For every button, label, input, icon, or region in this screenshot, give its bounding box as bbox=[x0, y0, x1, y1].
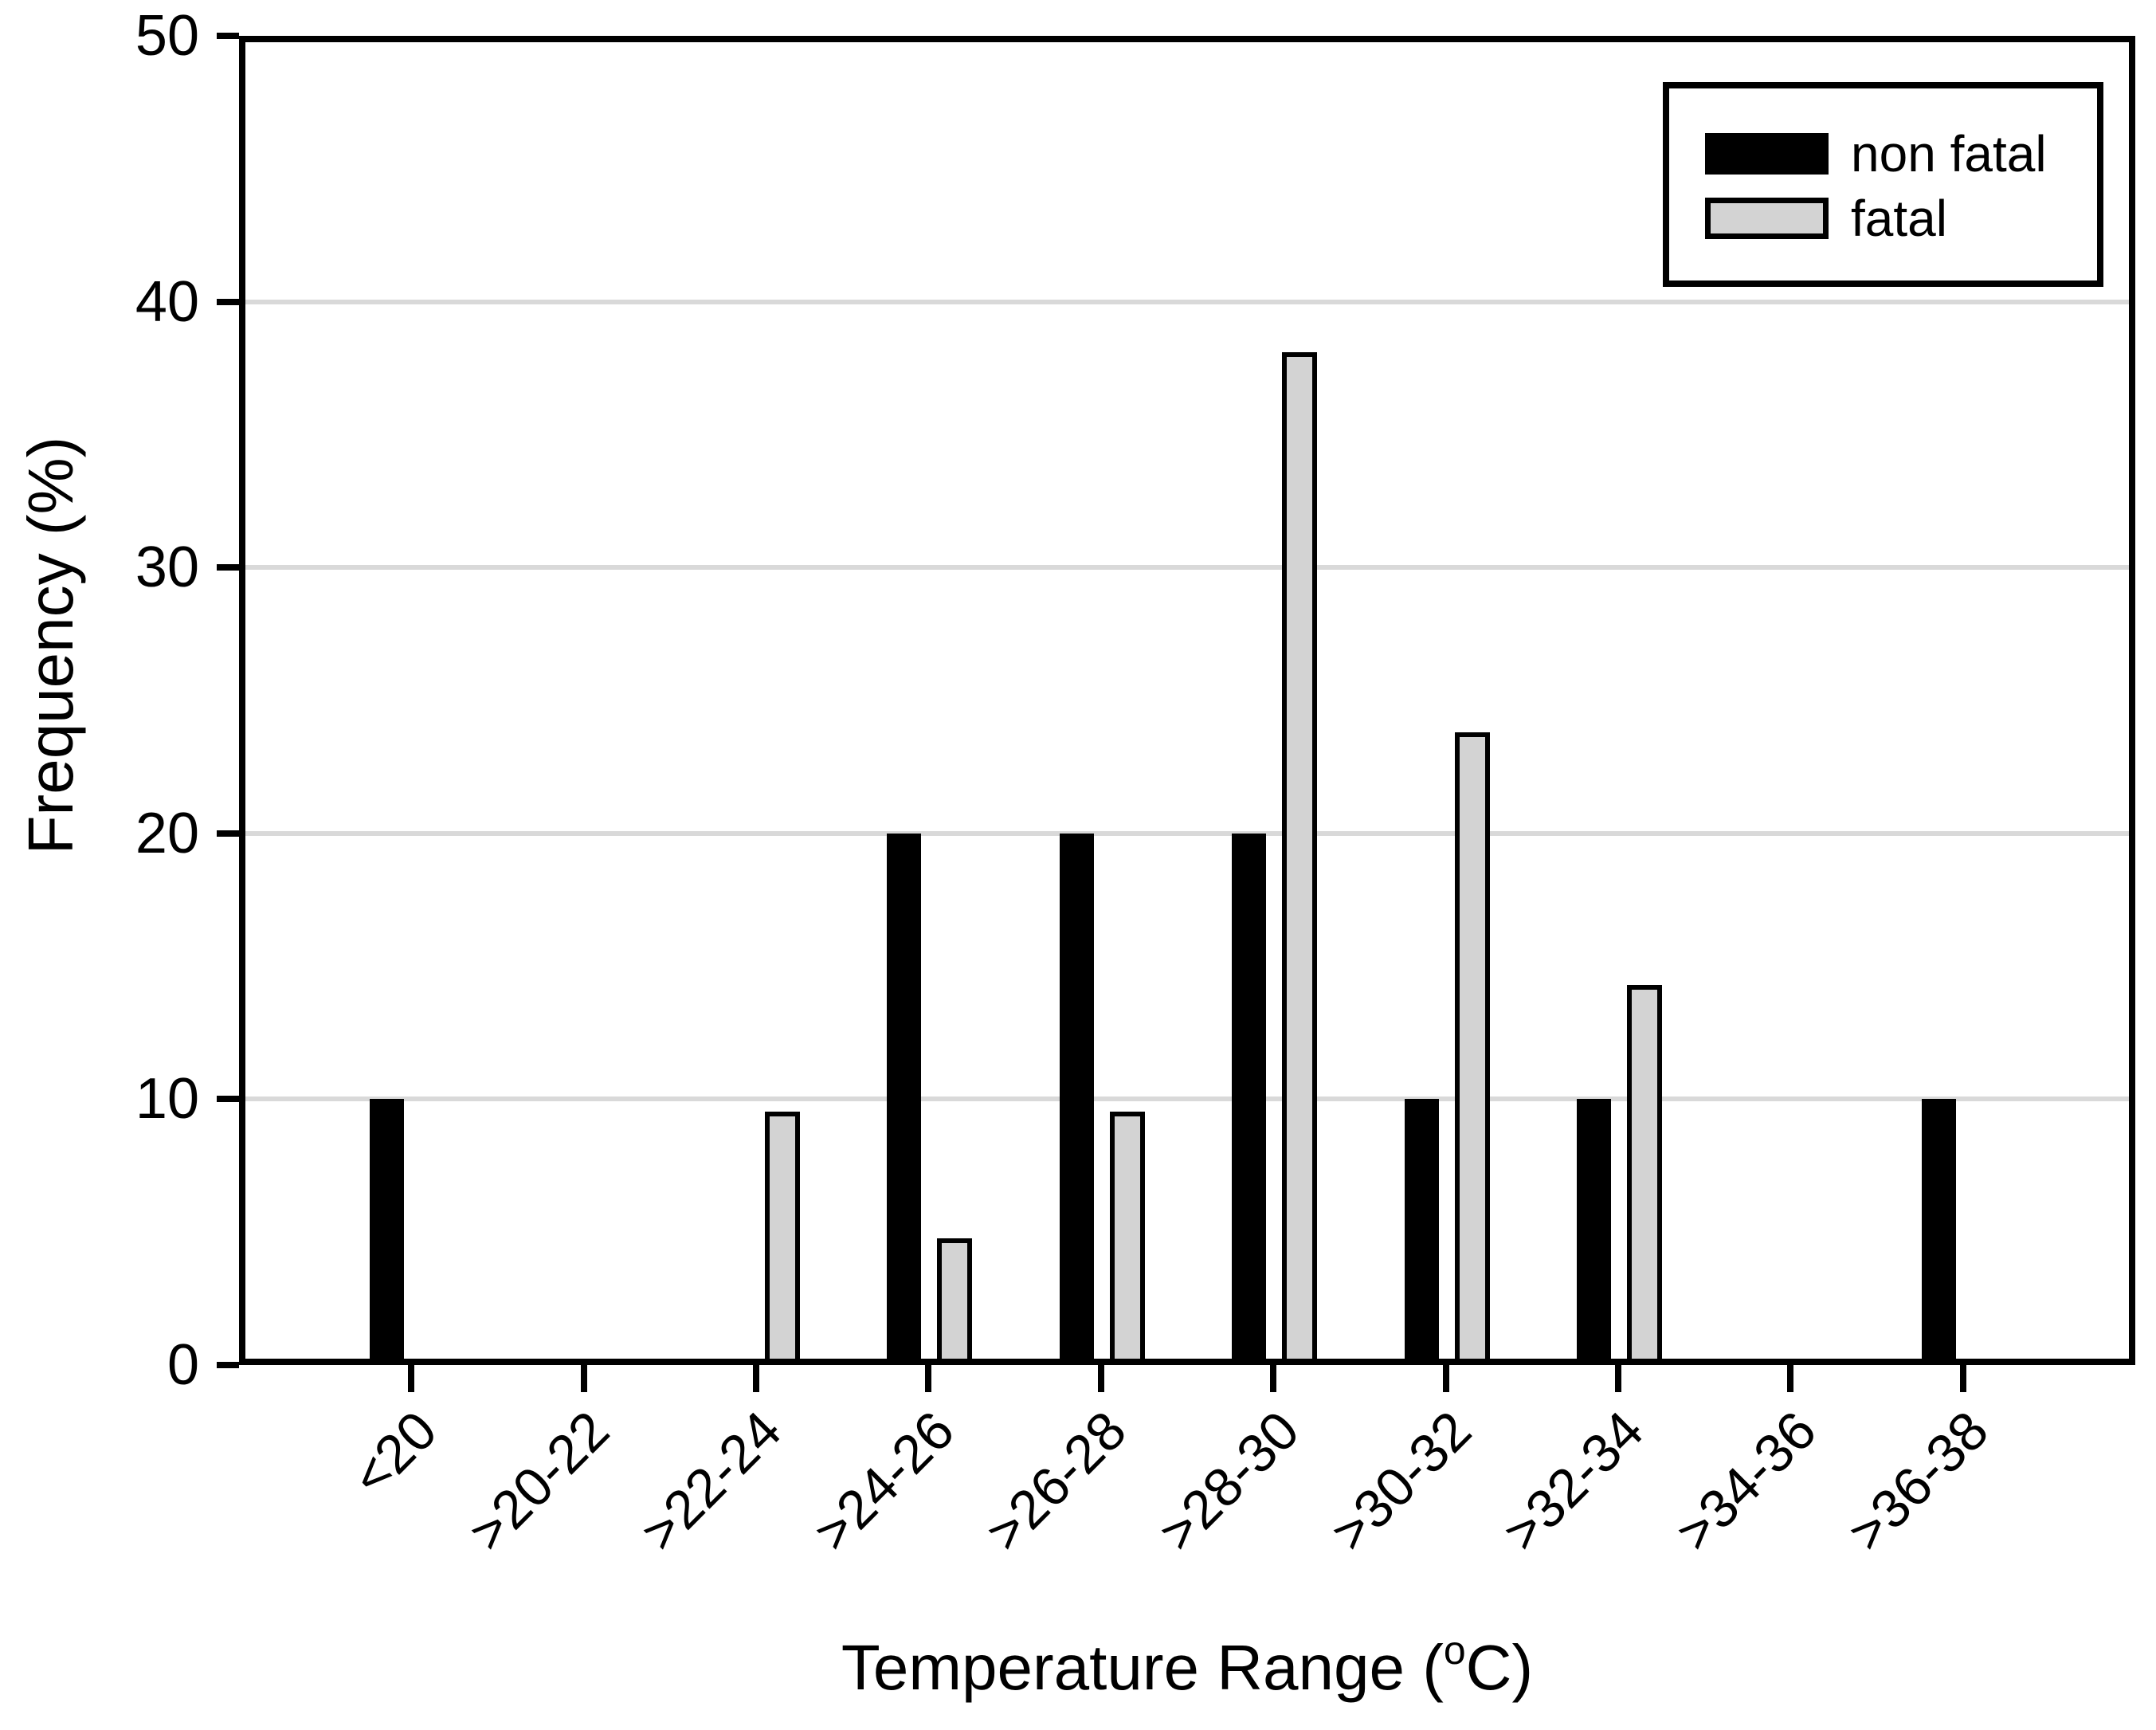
x-tick-label-0: <20 bbox=[340, 1399, 449, 1508]
y-tick-20 bbox=[217, 830, 239, 837]
y-axis-title: Frequency (%) bbox=[15, 436, 86, 855]
legend-row-fatal: fatal bbox=[1705, 190, 1947, 247]
gridline-10 bbox=[239, 1096, 2135, 1102]
gridline-30 bbox=[239, 565, 2135, 571]
x-tick-4 bbox=[1097, 1365, 1104, 1392]
y-tick-30 bbox=[217, 564, 239, 571]
bar-fatal-7 bbox=[1626, 985, 1662, 1365]
bar-non-fatal-3 bbox=[887, 833, 922, 1365]
x-tick-3 bbox=[925, 1365, 932, 1392]
y-tick-label-20: 20 bbox=[135, 801, 199, 865]
x-axis-title: Temperature Range (oC) bbox=[841, 1627, 1533, 1705]
x-tick-label-9: >36-38 bbox=[1837, 1399, 2000, 1563]
bar-non-fatal-5 bbox=[1232, 833, 1267, 1365]
bar-fatal-5 bbox=[1282, 351, 1318, 1365]
y-tick-10 bbox=[217, 1096, 239, 1103]
bar-non-fatal-6 bbox=[1404, 1099, 1439, 1365]
y-tick-40 bbox=[217, 298, 239, 305]
legend-swatch-non-fatal bbox=[1705, 133, 1829, 175]
legend-label-fatal: fatal bbox=[1851, 190, 1947, 247]
y-tick-label-0: 0 bbox=[167, 1333, 199, 1397]
x-axis-title-unit: C) bbox=[1465, 1632, 1534, 1703]
x-tick-5 bbox=[1270, 1365, 1277, 1392]
y-tick-label-50: 50 bbox=[135, 4, 199, 68]
bar-fatal-6 bbox=[1454, 732, 1490, 1365]
bar-non-fatal-0 bbox=[370, 1099, 405, 1365]
y-tick-0 bbox=[217, 1362, 239, 1368]
x-tick-label-3: >24-26 bbox=[802, 1399, 966, 1563]
x-tick-6 bbox=[1442, 1365, 1449, 1392]
legend-swatch-fatal bbox=[1705, 198, 1829, 239]
plot-area bbox=[239, 36, 2135, 1365]
x-tick-9 bbox=[1959, 1365, 1966, 1392]
x-tick-label-2: >22-24 bbox=[629, 1399, 794, 1563]
x-tick-label-5: >28-30 bbox=[1147, 1399, 1311, 1563]
bar-fatal-2 bbox=[765, 1112, 801, 1365]
legend: non fatal fatal bbox=[1663, 82, 2103, 287]
legend-row-non-fatal: non fatal bbox=[1705, 125, 2047, 182]
x-tick-label-7: >32-34 bbox=[1492, 1399, 1656, 1563]
x-tick-2 bbox=[753, 1365, 760, 1392]
y-tick-50 bbox=[217, 33, 239, 39]
bar-non-fatal-7 bbox=[1576, 1099, 1611, 1365]
x-axis-title-text: Temperature Range ( bbox=[841, 1632, 1444, 1703]
x-tick-label-1: >20-22 bbox=[457, 1399, 621, 1563]
y-tick-label-40: 40 bbox=[135, 269, 199, 334]
y-tick-label-10: 10 bbox=[135, 1067, 199, 1132]
y-tick-label-30: 30 bbox=[135, 535, 199, 600]
x-tick-0 bbox=[408, 1365, 415, 1392]
bar-non-fatal-9 bbox=[1921, 1099, 1956, 1365]
x-axis-title-degree-sup: o bbox=[1443, 1628, 1466, 1673]
x-tick-1 bbox=[580, 1365, 587, 1392]
legend-label-non-fatal: non fatal bbox=[1851, 125, 2047, 182]
x-tick-label-6: >30-32 bbox=[1319, 1399, 1483, 1563]
x-tick-label-4: >26-28 bbox=[974, 1399, 1139, 1563]
bar-fatal-3 bbox=[937, 1238, 973, 1365]
bar-fatal-4 bbox=[1109, 1112, 1145, 1365]
x-tick-8 bbox=[1787, 1365, 1794, 1392]
x-tick-label-8: >34-36 bbox=[1664, 1399, 1828, 1563]
gridline-20 bbox=[239, 830, 2135, 836]
x-tick-7 bbox=[1614, 1365, 1621, 1392]
gridline-40 bbox=[239, 299, 2135, 304]
bar-non-fatal-4 bbox=[1059, 833, 1094, 1365]
